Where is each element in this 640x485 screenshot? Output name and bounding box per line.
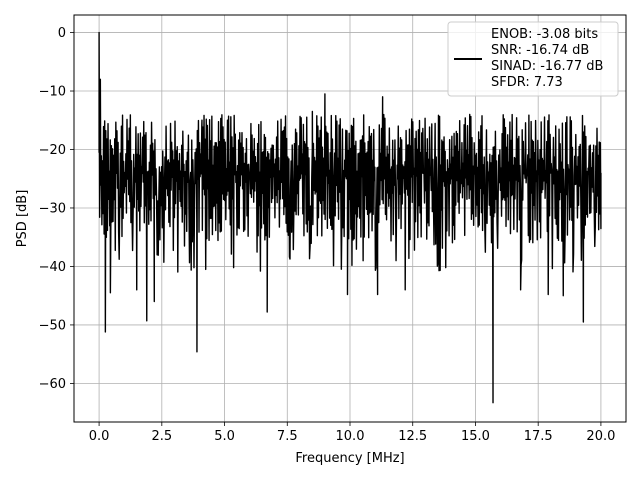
y-tick-label: −30 [39,201,66,216]
x-tick-label: 17.5 [524,429,553,444]
x-tick-label: 10.0 [336,429,365,444]
legend-entry-sfdr: SFDR: 7.73 [491,75,563,90]
x-tick-label: 5.0 [214,429,235,444]
y-tick-label: −50 [39,318,66,333]
x-tick-label: 0.0 [89,429,110,444]
legend-entry-snr: SNR: -16.74 dB [491,43,589,58]
legend: ENOB: -3.08 bits SNR: -16.74 dB SINAD: -… [447,21,619,97]
y-tick-label: −40 [39,260,66,275]
y-axis-label: PSD [dB] [15,190,30,248]
psd-series-line [98,31,602,404]
y-tick-label: −60 [39,377,66,392]
legend-box [447,21,619,97]
tick-layer: 0.0 2.5 5.0 7.5 10.0 12.5 15.0 17.5 20.0 0 −10 −20 −… [39,26,616,444]
x-tick-label: 15.0 [461,429,490,444]
x-tick-label: 7.5 [277,429,298,444]
x-axis-label: Frequency [MHz] [295,451,404,466]
y-tick-label: 0 [58,26,66,41]
x-tick-label: 20.0 [586,429,615,444]
legend-entry-sinad: SINAD: -16.77 dB [491,59,603,74]
y-tick-label: −10 [39,85,66,100]
x-tick-label: 12.5 [398,429,427,444]
plot-layer [98,31,602,404]
x-tick-label: 2.5 [151,429,172,444]
y-tick-label: −20 [39,143,66,158]
legend-entry-enob: ENOB: -3.08 bits [491,27,598,42]
